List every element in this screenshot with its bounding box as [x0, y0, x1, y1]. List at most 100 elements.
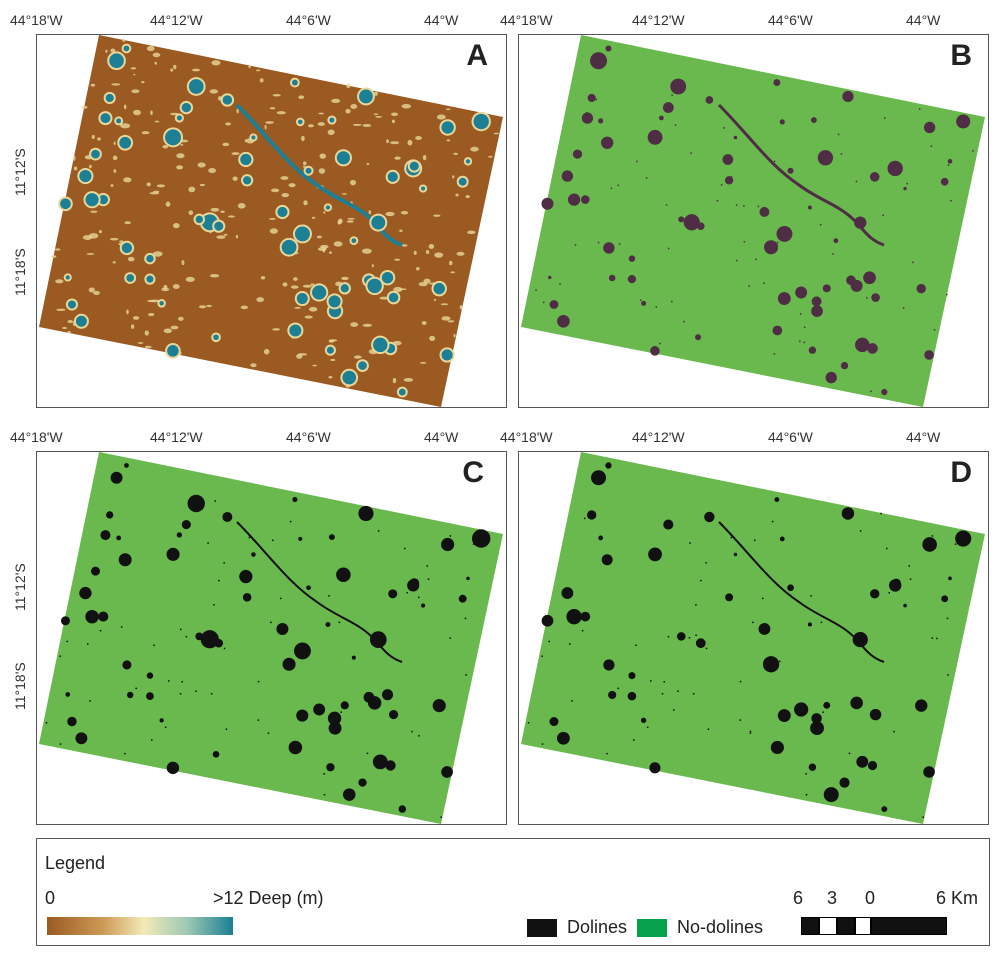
terrain-speckle — [393, 286, 403, 293]
doline — [774, 497, 780, 502]
lat-tick-a-1: 11°12'S — [12, 148, 28, 196]
terrain-speckle — [111, 83, 121, 86]
terrain-speckle — [197, 162, 206, 168]
doline — [915, 699, 928, 712]
terrain-speckle — [51, 255, 57, 258]
panel-label-c: C — [462, 456, 484, 489]
doline-speck — [568, 643, 571, 645]
terrain-speckle — [329, 251, 333, 254]
lon-tick-d-1: 44°18'W — [500, 429, 553, 445]
terrain-speckle — [301, 135, 305, 142]
doline-speck — [855, 180, 858, 183]
terrain-speckle — [350, 103, 358, 109]
terrain-speckle — [347, 217, 355, 220]
terrain-speckle — [152, 52, 161, 58]
doline — [313, 703, 326, 716]
doline — [433, 282, 445, 295]
doline — [358, 778, 367, 787]
doline-speck — [931, 637, 934, 639]
terrain-speckle — [146, 45, 155, 52]
terrain-speckle — [375, 116, 382, 118]
doline — [387, 171, 398, 182]
terrain-speckle — [90, 83, 96, 87]
terrain-speckle — [281, 193, 290, 198]
doline — [146, 672, 154, 679]
doline — [608, 274, 616, 282]
terrain-speckle — [330, 358, 336, 362]
doline-speck — [671, 94, 673, 96]
doline — [195, 632, 204, 641]
lon-tick-a-1: 44°18'W — [10, 12, 63, 28]
doline-speck — [840, 153, 843, 155]
terrain-speckle — [144, 330, 149, 336]
terrain-speckle — [433, 214, 441, 217]
terrain-speckle — [72, 155, 76, 161]
terrain-speckle — [272, 94, 281, 97]
doline — [808, 346, 817, 354]
doline — [825, 371, 837, 384]
doline — [648, 547, 662, 562]
doline-speck — [671, 300, 673, 303]
doline — [557, 314, 570, 328]
doline — [289, 324, 302, 337]
doline — [60, 198, 71, 210]
doline-speck — [720, 184, 723, 186]
doline-speck — [465, 674, 467, 676]
doline-speck — [199, 509, 202, 511]
doline — [811, 713, 822, 724]
doline — [580, 611, 591, 622]
map-panel-a: A — [36, 34, 507, 408]
doline-speck — [449, 637, 452, 639]
doline-speck — [45, 722, 48, 724]
terrain-speckle — [123, 177, 132, 183]
doline-speck — [908, 565, 910, 567]
terrain-speckle — [235, 234, 239, 239]
terrain-speckle — [165, 201, 171, 207]
doline-speck — [950, 199, 952, 202]
doline-speck — [225, 728, 228, 730]
panel-label-b: B — [950, 39, 972, 72]
doline — [649, 762, 661, 774]
doline — [282, 657, 296, 671]
terrain-speckle — [181, 260, 185, 266]
doline — [841, 507, 855, 520]
doline — [351, 655, 356, 660]
terrain-speckle — [399, 229, 403, 233]
doline — [733, 135, 738, 140]
terrain-speckle — [422, 154, 427, 161]
doline — [810, 117, 817, 123]
doline — [100, 530, 111, 541]
doline-speck — [743, 240, 746, 243]
doline-speck — [636, 160, 638, 163]
doline — [382, 689, 394, 701]
doline-speck — [59, 743, 62, 745]
terrain-speckle — [88, 233, 99, 239]
terrain-speckle — [403, 377, 414, 382]
doline — [79, 586, 92, 600]
doline-speck — [323, 793, 326, 796]
terrain-speckle — [307, 124, 314, 128]
terrain-speckle — [293, 277, 298, 281]
terrain-speckle — [341, 193, 347, 195]
terrain-speckle — [147, 312, 155, 317]
doline — [187, 494, 205, 513]
doline-speck — [426, 565, 428, 567]
terrain-speckle — [141, 131, 150, 135]
terrain-speckle — [407, 139, 413, 146]
terrain-speckle — [400, 211, 409, 215]
doline-speck — [289, 520, 292, 523]
doline — [581, 112, 594, 124]
doline-speck — [922, 816, 924, 818]
terrain-speckle — [312, 364, 317, 367]
terrain-speckle — [156, 184, 166, 188]
doline — [276, 622, 289, 635]
terrain-speckle — [163, 328, 173, 334]
doline — [787, 584, 794, 592]
doline — [683, 214, 700, 231]
doline — [358, 361, 367, 370]
raster-footprint — [39, 35, 503, 407]
doline — [705, 96, 714, 104]
doline — [342, 370, 357, 385]
doline — [127, 691, 134, 699]
doline — [166, 547, 180, 561]
